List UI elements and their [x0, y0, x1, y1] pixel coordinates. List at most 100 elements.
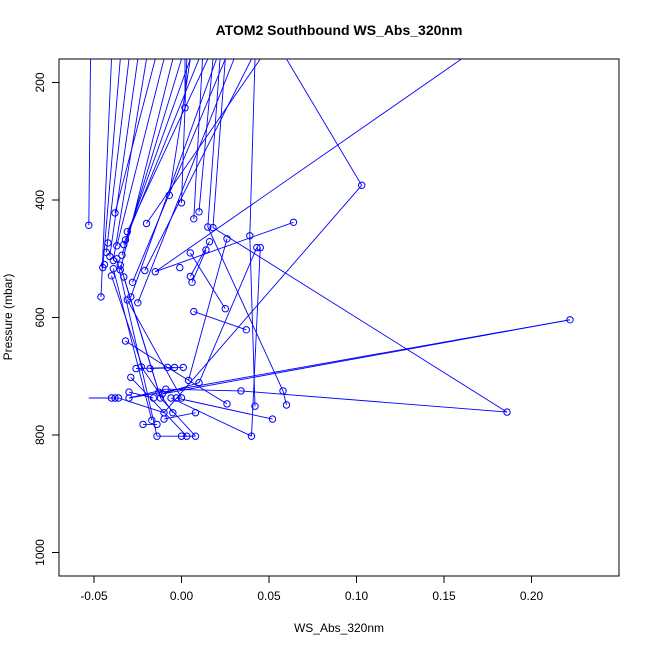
data-point	[141, 266, 149, 275]
data-point	[190, 215, 198, 223]
profile-segment	[170, 397, 252, 437]
profile-segment	[125, 340, 168, 368]
x-axis-label: WS_Abs_320nm	[294, 621, 384, 635]
data-point	[160, 415, 168, 423]
profile-segment	[162, 382, 200, 395]
profile-segment	[189, 252, 226, 309]
data-point	[121, 337, 130, 345]
data-point	[121, 236, 130, 244]
data-point	[191, 409, 200, 417]
profile-segment	[162, 319, 571, 395]
data-point	[153, 420, 161, 429]
profile-segment	[163, 185, 363, 413]
data-point	[190, 307, 198, 316]
data-point	[113, 242, 121, 250]
profile-segment	[146, 59, 261, 224]
data-point	[111, 394, 119, 402]
x-tick-label: -0.05	[80, 589, 108, 603]
profile-segment	[155, 59, 462, 273]
data-point	[116, 266, 125, 274]
data-point	[162, 385, 170, 393]
data-point	[279, 387, 287, 395]
profile-segment	[114, 59, 156, 214]
data-point	[177, 394, 186, 402]
data-point	[134, 299, 142, 307]
profile-segment	[251, 247, 261, 437]
y-tick-label: 600	[33, 307, 47, 327]
data-point	[195, 379, 203, 387]
data-point	[120, 273, 128, 281]
data-point	[237, 387, 245, 395]
y-tick-label: 200	[33, 72, 47, 92]
profile-segment	[168, 59, 191, 196]
profile-segment	[207, 226, 284, 392]
profile-segment	[181, 59, 188, 203]
data-point	[123, 228, 132, 236]
data-point	[151, 268, 160, 276]
data-point	[170, 363, 179, 372]
x-axis: -0.05 0.00 0.05 0.10 0.15 0.20	[80, 575, 544, 603]
y-axis-label: Pressure (mbar)	[1, 274, 15, 361]
y-tick-label: 1000	[33, 539, 47, 566]
data-point	[223, 235, 231, 243]
profile-segment	[240, 390, 508, 413]
data-point	[120, 240, 128, 249]
profile-segment	[123, 276, 160, 393]
data-point	[188, 278, 196, 286]
data-point	[177, 199, 186, 207]
data-point	[167, 394, 175, 402]
data-point	[149, 394, 158, 402]
data-point	[358, 181, 366, 190]
data-point	[223, 400, 231, 408]
data-point	[127, 373, 135, 382]
data-point	[114, 394, 123, 402]
plot-area	[85, 59, 574, 440]
data-point	[148, 416, 156, 424]
data-point	[179, 363, 188, 372]
x-tick-label: 0.15	[432, 589, 456, 603]
data-point	[118, 251, 126, 259]
profile-segment	[282, 390, 287, 406]
profile-segment	[212, 227, 508, 413]
data-point	[204, 223, 212, 231]
data-point	[142, 219, 151, 228]
data-point	[146, 364, 154, 373]
data-point	[158, 390, 167, 398]
profile-segment	[155, 221, 294, 273]
profile-segment	[212, 59, 226, 228]
profile-segment	[176, 397, 273, 420]
profile-segment	[188, 238, 228, 381]
profile-segment	[144, 59, 252, 271]
profile-segment	[286, 59, 363, 186]
data-point	[113, 255, 121, 263]
data-point	[289, 218, 298, 227]
profile-segment	[137, 59, 235, 303]
data-point	[107, 394, 116, 402]
x-tick-label: 0.20	[520, 589, 544, 603]
data-point	[195, 208, 203, 216]
data-point	[183, 432, 191, 440]
data-point	[125, 394, 133, 402]
profile-segment	[198, 59, 214, 212]
data-point	[186, 249, 195, 257]
data-point	[177, 432, 186, 440]
data-point	[181, 104, 189, 112]
data-point	[256, 243, 264, 252]
x-tick-label: 0.10	[345, 589, 369, 603]
data-point	[107, 272, 116, 280]
data-point	[246, 232, 254, 240]
y-tick-label: 400	[33, 190, 47, 210]
profile-segment	[189, 241, 210, 277]
profile-segment	[130, 377, 188, 437]
data-point	[156, 394, 165, 402]
data-point	[176, 263, 184, 272]
data-point	[503, 408, 511, 416]
data-point	[139, 420, 147, 429]
profile-segment	[116, 258, 158, 437]
profile-segment	[116, 59, 165, 246]
data-point	[172, 394, 181, 402]
profile-segment	[191, 249, 207, 283]
profile-segment	[100, 59, 112, 297]
data-point	[566, 316, 574, 324]
